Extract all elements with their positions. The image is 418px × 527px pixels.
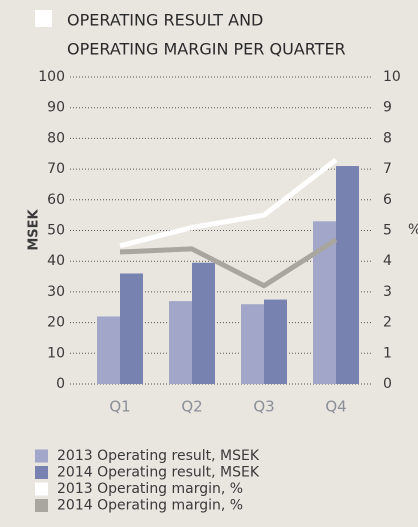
y2-tick-label: 5: [383, 223, 392, 239]
y-tick-label: 60: [47, 192, 65, 208]
legend-label: 2014 Operating margin, %: [57, 498, 243, 514]
chart-title: OPERATING RESULT AND: [67, 11, 263, 30]
y2-tick-label: 10: [383, 69, 401, 85]
x-tick-label: Q2: [181, 398, 202, 416]
y2-tick-label: 6: [383, 192, 392, 208]
legend-swatch: [35, 482, 48, 496]
y2-tick-label: 1: [383, 345, 392, 361]
bar: [241, 304, 264, 384]
y2-tick-label: 9: [383, 100, 392, 116]
y-tick-label: 80: [47, 130, 65, 146]
legend-label: 2013 Operating result, MSEK: [57, 448, 260, 464]
y2-tick-label: 2: [383, 315, 392, 331]
legend-swatch: [35, 466, 48, 479]
y2-tick-label: 4: [383, 253, 392, 269]
chart-title: OPERATING MARGIN PER QUARTER: [67, 40, 346, 59]
y-tick-label: 50: [47, 223, 65, 239]
legend-swatch: [35, 499, 48, 512]
legend-label: 2013 Operating margin, %: [57, 481, 243, 497]
y2-tick-label: 8: [383, 130, 392, 146]
y2-tick-label: 0: [383, 376, 392, 392]
y-tick-label: 70: [47, 161, 65, 177]
bar: [313, 221, 336, 384]
title-icon: [35, 10, 52, 27]
bar: [169, 301, 192, 384]
y-tick-label: 10: [47, 345, 65, 361]
x-tick-label: Q3: [253, 398, 274, 416]
legend-swatch: [35, 449, 48, 463]
y-tick-label: 40: [47, 253, 65, 269]
y-axis-label: MSEK: [27, 208, 42, 250]
bar: [264, 299, 287, 384]
y2-tick-label: 7: [383, 161, 392, 177]
y-tick-label: 0: [56, 376, 65, 392]
bar: [120, 273, 143, 384]
line: [119, 157, 338, 249]
bar: [336, 166, 359, 384]
y-tick-label: 90: [47, 100, 65, 116]
y2-tick-label: 3: [383, 284, 392, 300]
x-tick-label: Q1: [109, 398, 130, 416]
legend-label: 2014 Operating result, MSEK: [57, 465, 260, 481]
y-tick-label: 100: [38, 69, 65, 85]
line: [119, 237, 338, 289]
y-tick-label: 20: [47, 315, 65, 331]
bar: [192, 262, 215, 384]
bar: [97, 316, 120, 384]
y-tick-label: 30: [47, 284, 65, 300]
y2-axis-label: %: [408, 222, 418, 238]
x-tick-label: Q4: [325, 398, 346, 416]
